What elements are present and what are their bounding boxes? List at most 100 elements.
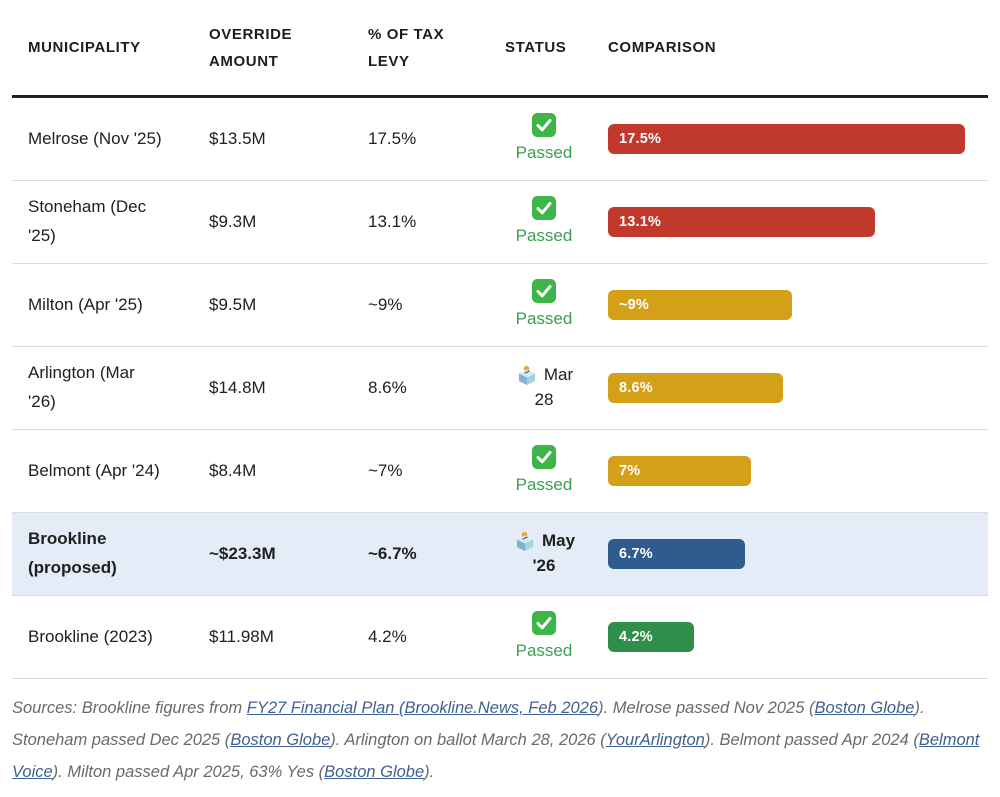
comparison-bar-track: ~9%	[608, 290, 980, 320]
status-cell: May '26	[505, 529, 608, 578]
table-row: Stoneham (Dec '25) $9.3M 13.1% Passed 13.1%	[12, 181, 988, 264]
source-link[interactable]: Boston Globe	[230, 731, 331, 750]
source-text: ). Milton passed Apr 2025, 63% Yes (	[52, 763, 325, 782]
status-box: Passed	[505, 444, 583, 498]
source-text: ). Arlington on ballot March 28, 2026 (	[330, 731, 606, 750]
tax-levy-cell: 4.2%	[368, 626, 407, 646]
header-status: STATUS	[505, 39, 567, 56]
override-amount-cell: $9.3M	[209, 211, 257, 231]
table-row: Brookline (proposed) ~$23.3M ~6.7% May '26 6.…	[12, 513, 988, 596]
comparison-bar-track: 8.6%	[608, 373, 980, 403]
override-amount-cell: $11.98M	[209, 626, 274, 646]
status-box: Passed	[505, 195, 583, 249]
header-municipality: MUNICIPALITY	[28, 39, 141, 56]
municipality-cell: Melrose (Nov '25)	[28, 128, 162, 148]
comparison-bar-track: 6.7%	[608, 539, 980, 569]
status-label: Passed	[515, 475, 573, 495]
status-label: Mar	[543, 365, 574, 385]
status-cell: Mar 28	[505, 363, 608, 412]
override-amount-cell: $14.8M	[209, 377, 266, 397]
municipality-cell: Brookline (proposed)	[28, 529, 117, 577]
comparison-bar-label: ~9%	[619, 296, 650, 313]
comparison-bar-label: 4.2%	[619, 628, 653, 645]
status-label: Passed	[515, 641, 573, 661]
header-comparison: COMPARISON	[608, 39, 717, 56]
override-amount-cell: $13.5M	[209, 128, 266, 148]
comparison-bar-label: 6.7%	[619, 545, 653, 562]
header-tax-levy: % OF TAX LEVY	[368, 25, 445, 70]
municipality-cell: Stoneham (Dec '25)	[28, 197, 147, 245]
source-text: ). Belmont passed Apr 2024 (	[704, 731, 919, 750]
source-link[interactable]: Boston Globe	[324, 763, 425, 782]
source-text: ). Stoneham passed Dec 2025 (	[12, 699, 925, 750]
status-label: Passed	[515, 143, 573, 163]
override-amount-cell: $9.5M	[209, 294, 257, 314]
status-cell: Passed	[505, 112, 608, 166]
comparison-bar: 7%	[608, 456, 751, 486]
table-row: Brookline (2023) $11.98M 4.2% Passed 4.2%	[12, 596, 988, 679]
tax-levy-cell: ~7%	[368, 460, 403, 480]
tax-levy-cell: ~6.7%	[368, 543, 417, 563]
check-icon	[532, 445, 556, 470]
comparison-bar: 4.2%	[608, 622, 694, 652]
status-cell: Passed	[505, 195, 608, 249]
comparison-bar: 17.5%	[608, 124, 965, 154]
tax-levy-cell: 17.5%	[368, 128, 417, 148]
table-row: Milton (Apr '25) $9.5M ~9% Passed ~9%	[12, 264, 988, 347]
comparison-bar: 8.6%	[608, 373, 783, 403]
status-cell: Passed	[505, 610, 608, 664]
comparison-bar-label: 7%	[619, 462, 641, 479]
source-text: ).	[424, 763, 435, 782]
comparison-bar-track: 4.2%	[608, 622, 980, 652]
status-label: Passed	[515, 226, 573, 246]
override-comparison-table: MUNICIPALITY OVERRIDE AMOUNT % OF TAX LEVY…	[12, 0, 988, 679]
source-link[interactable]: FY27 Financial Plan (Brookline.News, Feb…	[246, 699, 599, 717]
table-row: Belmont (Apr '24) $8.4M ~7% Passed 7%	[12, 430, 988, 513]
table-row: Melrose (Nov '25) $13.5M 17.5% Passed 17.5%	[12, 98, 988, 181]
override-amount-cell: $8.4M	[209, 460, 257, 480]
footer-sources: Sources: Brookline figures from FY27 Fin…	[12, 692, 988, 789]
source-link[interactable]: Boston Globe	[814, 699, 915, 717]
source-text: ). Melrose passed Nov 2025 (	[598, 699, 815, 717]
table-header-row: MUNICIPALITY OVERRIDE AMOUNT % OF TAX LEVY…	[12, 0, 988, 98]
status-cell: Passed	[505, 444, 608, 498]
tax-levy-cell: ~9%	[368, 294, 403, 314]
municipality-cell: Milton (Apr '25)	[28, 294, 143, 314]
status-cell: Passed	[505, 278, 608, 332]
check-icon	[532, 113, 556, 138]
source-link[interactable]: YourArlington	[605, 731, 705, 750]
override-amount-cell: ~$23.3M	[209, 543, 276, 563]
check-icon	[532, 196, 556, 221]
status-label: May	[541, 531, 576, 551]
table-row: Arlington (Mar '26) $14.8M 8.6% Mar 28 8.6%	[12, 347, 988, 430]
status-box: Passed	[505, 278, 583, 332]
check-icon	[532, 611, 556, 636]
municipality-cell: Brookline (2023)	[28, 626, 153, 646]
status-label-line2: 28	[534, 390, 554, 410]
tax-levy-cell: 13.1%	[368, 211, 417, 231]
status-label: Passed	[515, 309, 573, 329]
source-text: Sources: Brookline figures from	[12, 699, 247, 717]
ballot-box-icon	[518, 365, 535, 385]
comparison-bar-label: 8.6%	[619, 379, 653, 396]
status-label-line2: '26	[532, 556, 556, 576]
municipality-cell: Belmont (Apr '24)	[28, 460, 160, 480]
comparison-bar-track: 7%	[608, 456, 980, 486]
status-box: Passed	[505, 112, 583, 166]
comparison-bar-label: 13.1%	[619, 213, 662, 230]
comparison-bar: ~9%	[608, 290, 792, 320]
comparison-bar: 6.7%	[608, 539, 745, 569]
comparison-bar-track: 13.1%	[608, 207, 980, 237]
municipality-cell: Arlington (Mar '26)	[28, 363, 135, 411]
comparison-bar-label: 17.5%	[619, 130, 662, 147]
ballot-box-icon	[516, 531, 533, 551]
comparison-bar: 13.1%	[608, 207, 875, 237]
status-box: Passed	[505, 610, 583, 664]
status-box: May '26	[505, 529, 583, 578]
status-box: Mar 28	[505, 363, 583, 412]
header-override-amount: OVERRIDE AMOUNT	[209, 25, 293, 70]
comparison-bar-track: 17.5%	[608, 124, 980, 154]
check-icon	[532, 279, 556, 304]
source-link[interactable]: Belmont Voice	[12, 731, 980, 782]
tax-levy-cell: 8.6%	[368, 377, 407, 397]
